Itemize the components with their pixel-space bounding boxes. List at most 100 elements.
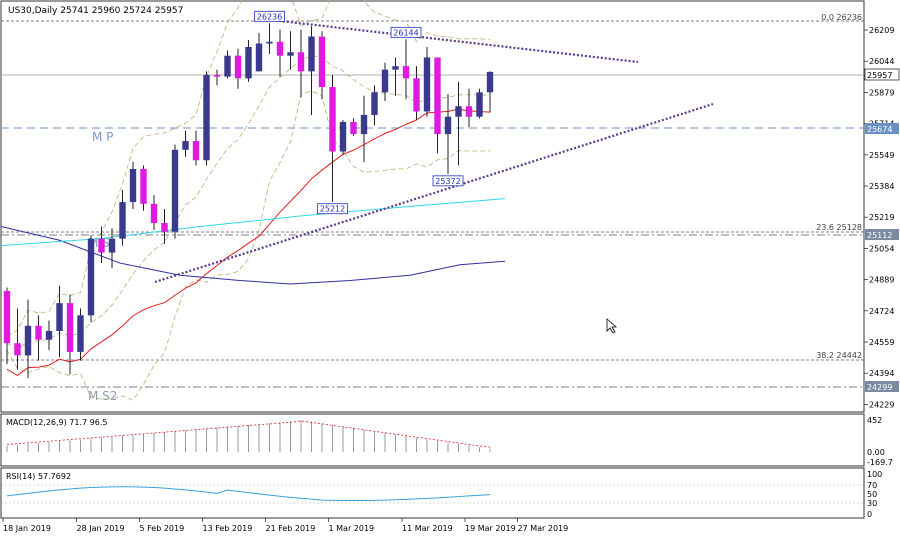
candle-body xyxy=(24,325,32,356)
candle-body xyxy=(234,55,242,79)
swing-label-box xyxy=(390,26,422,38)
rsi-axis-70: 70 xyxy=(867,481,877,490)
candle-body xyxy=(350,121,357,135)
candle-body xyxy=(255,43,263,72)
candle-body xyxy=(77,315,84,352)
candle-body xyxy=(45,331,53,340)
candle-body xyxy=(182,141,189,150)
candle-body xyxy=(276,41,284,56)
candle-body xyxy=(150,203,158,223)
s2-price-tag: 24299 xyxy=(867,383,892,392)
ma-cyan-line xyxy=(0,198,506,247)
candle-body xyxy=(266,41,273,44)
date-tick-label: 28 Jan 2019 xyxy=(77,524,125,533)
mp-label: M P xyxy=(92,130,113,144)
candle-body xyxy=(392,66,399,70)
candle-body xyxy=(413,78,420,112)
swing-label-box xyxy=(317,203,348,215)
date-tick-label: 19 Mar 2019 xyxy=(465,524,516,533)
macd-axis-top: 452 xyxy=(867,416,882,425)
swing-label: 26236 xyxy=(257,12,282,21)
resistance-trendline[interactable] xyxy=(262,17,639,64)
swing-label: 25372 xyxy=(435,177,460,186)
candle-body xyxy=(329,87,336,152)
date-tick-label: 11 Mar 2019 xyxy=(402,524,453,533)
price-tick-label: 24724 xyxy=(869,307,894,316)
price-tick-label: 25879 xyxy=(869,88,894,97)
price-tick-label: 24889 xyxy=(869,276,894,285)
date-tick-label: 18 Jan 2019 xyxy=(3,524,51,533)
price-tick-label: 24229 xyxy=(869,400,894,409)
support-trendline[interactable] xyxy=(154,102,714,284)
date-tick-label: 13 Feb 2019 xyxy=(203,524,253,533)
candle-body xyxy=(318,36,326,88)
price-tick-label: 25549 xyxy=(869,151,894,160)
candle-body xyxy=(486,71,494,93)
price-tick-label: 25054 xyxy=(869,244,894,253)
candle-body xyxy=(87,238,95,316)
candle-body xyxy=(171,149,179,232)
fib-38-label: 38.2 24442 xyxy=(816,351,862,360)
candle-body xyxy=(224,55,231,77)
rsi-axis-0: 0 xyxy=(867,510,872,519)
s2-tag-box xyxy=(865,381,899,392)
rsi-label: RSI(14) 57.7692 xyxy=(6,472,71,481)
candle-body xyxy=(381,69,389,93)
candle-body xyxy=(192,141,200,161)
candle-body xyxy=(56,303,63,332)
date-tick-label: 27 Mar 2019 xyxy=(518,524,569,533)
chart-header: US30,Daily 25741 25960 25724 25957 xyxy=(8,6,183,16)
fib-0-label: 0.0 26236 xyxy=(821,13,862,22)
candle-body xyxy=(203,74,210,161)
s1-tag-box xyxy=(865,229,899,240)
pivot-tag-box xyxy=(865,123,899,134)
candle-body xyxy=(119,202,126,239)
macd-histogram xyxy=(6,420,491,452)
macd-panel-frame xyxy=(0,413,865,467)
candles xyxy=(3,23,494,379)
candle-body xyxy=(455,106,462,117)
ms2-label: M S2 xyxy=(88,389,117,403)
swing-label-box xyxy=(254,10,285,22)
candle-body xyxy=(297,52,305,72)
mouse-cursor-icon xyxy=(606,318,618,334)
swing-label: 26144 xyxy=(393,28,418,37)
rsi-line xyxy=(6,486,491,502)
swing-labels: 26236 26144 25212 25372 xyxy=(254,10,464,215)
candle-body xyxy=(98,238,105,253)
middle-band xyxy=(6,55,491,350)
candle-body xyxy=(3,290,11,344)
price-tick-label: 26044 xyxy=(869,57,894,66)
main-panel-frame xyxy=(0,0,865,413)
price-tick-label: 26209 xyxy=(869,26,894,35)
s1-price-tag: 25112 xyxy=(867,231,892,240)
lower-band xyxy=(6,90,491,401)
date-tick-label: 5 Feb 2019 xyxy=(140,524,185,533)
rsi-axis-50: 50 xyxy=(867,490,877,499)
candle-body xyxy=(35,325,42,340)
candle-body xyxy=(465,106,473,117)
price-axis: 2620926044258792571425549253842521925054… xyxy=(864,26,894,409)
macd-axis-bottom: -169.7 xyxy=(867,458,893,467)
candle-body xyxy=(423,57,431,112)
candle-body xyxy=(371,92,378,115)
macd-label: MACD(12,26,9) 71.7 96.5 xyxy=(6,418,107,427)
fib-23-label: 23.6 25128 xyxy=(816,223,862,232)
date-axis: 18 Jan 2019 28 Jan 2019 5 Feb 2019 13 Feb 2… xyxy=(2,518,569,533)
upper-band xyxy=(6,0,491,337)
price-tick-label: 25384 xyxy=(869,182,894,191)
swing-label: 25212 xyxy=(320,205,345,214)
candle-body xyxy=(108,238,116,253)
date-tick-label: 21 Feb 2019 xyxy=(266,524,316,533)
current-price-tag: 25957 xyxy=(867,71,892,80)
candle-body xyxy=(66,303,74,352)
candle-body xyxy=(14,343,21,356)
swing-label-box xyxy=(432,175,464,187)
candle-body xyxy=(444,116,452,135)
candle-body xyxy=(339,121,347,152)
candle-body xyxy=(308,36,315,72)
candle-body xyxy=(245,46,252,79)
rsi-axis-30: 30 xyxy=(867,499,877,508)
